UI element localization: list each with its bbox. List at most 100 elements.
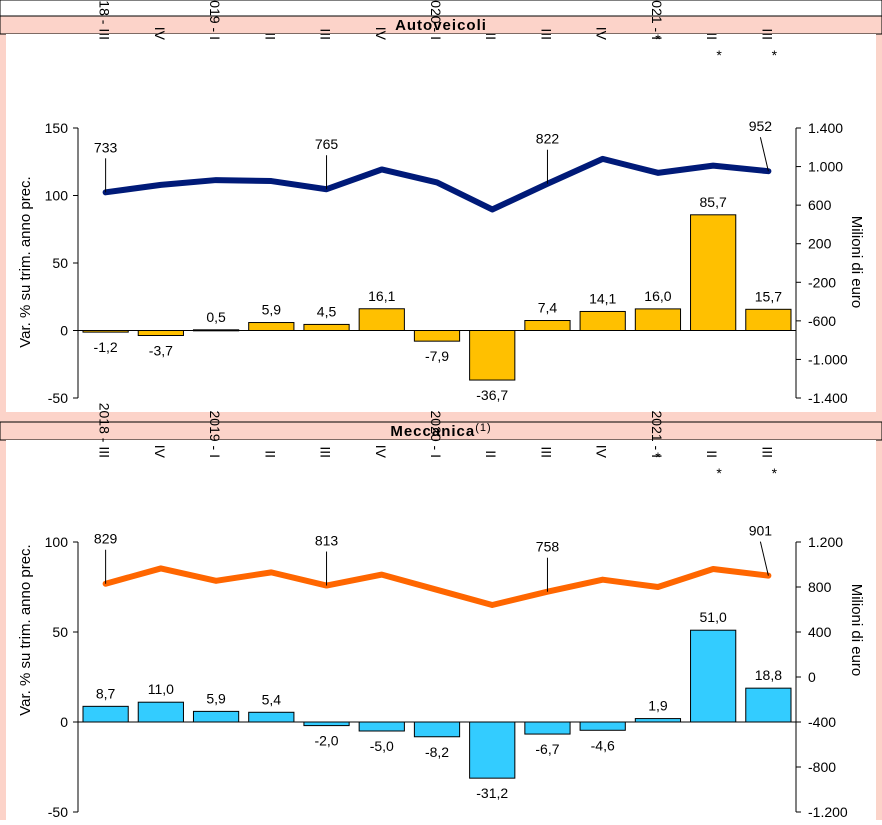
bar-value-label: 16,1 <box>368 288 395 304</box>
bar <box>745 687 792 723</box>
bar <box>248 711 295 723</box>
category-label: IV <box>594 27 610 41</box>
category-label: III <box>318 446 334 458</box>
category-label: 2018 - III <box>97 0 113 40</box>
category-label: III <box>538 446 554 458</box>
bar <box>690 629 737 723</box>
category-label: III <box>759 446 775 458</box>
bar-value-label: 7,4 <box>538 300 558 316</box>
bar <box>469 330 516 381</box>
y2-tick-label: -1.200 <box>808 804 848 820</box>
bar <box>192 329 240 332</box>
bars-group <box>78 214 796 381</box>
category-label: III <box>759 28 775 40</box>
bar-value-label: -1,2 <box>94 339 118 355</box>
line-value-label: 758 <box>536 539 560 555</box>
y-tick-label: 50 <box>52 255 68 271</box>
y2-tick-label: -1.000 <box>808 351 848 367</box>
category-label: 2020 - I <box>428 0 444 40</box>
y-tick-label: 100 <box>45 188 69 204</box>
bar <box>137 330 184 336</box>
y-tick-label: -50 <box>48 804 68 820</box>
bar-value-label: 5,4 <box>262 691 282 707</box>
category-label: 2018 - III <box>97 403 113 458</box>
y-tick-label: 0 <box>60 323 68 339</box>
bar-value-label: 4,5 <box>317 303 337 319</box>
bar-value-label: 18,8 <box>755 667 782 683</box>
y-ticks-right: -1.400 -1.000 -600 -200 200 600 1.000 1.400 <box>795 120 848 406</box>
y2-tick-label: 0 <box>808 669 816 685</box>
bar-value-labels: 8,7 11,0 5,9 5,4 -2,0 -5,0 -8,2 -31,2 -6,7 -4,6 1,… <box>96 609 782 801</box>
category-label: 2020 - I <box>428 411 444 458</box>
category-asterisk: * <box>772 465 778 481</box>
category-labels: 2018 - III IV 2019 - I II III IV 2020 - I II III… <box>97 403 778 481</box>
bar-value-label: -3,7 <box>149 342 173 358</box>
line-value-label: 901 <box>749 523 773 539</box>
bar <box>248 322 295 332</box>
bar <box>82 705 129 723</box>
bar <box>82 330 129 333</box>
bar <box>192 710 240 723</box>
bars-group <box>78 629 796 779</box>
line-group <box>102 565 772 608</box>
y-ticks-left: -50 0 50 100 <box>45 534 79 820</box>
bar <box>690 214 737 331</box>
category-label: II <box>704 450 720 458</box>
category-label: 2019 - I <box>207 0 223 40</box>
bar <box>303 721 350 727</box>
bar <box>303 323 350 331</box>
bar-value-label: 8,7 <box>96 685 116 701</box>
bar-value-label: 85,7 <box>700 194 727 210</box>
y-axis-title-right: Milioni di euro <box>848 216 865 309</box>
category-asterisk: * <box>655 31 661 47</box>
category-asterisk: * <box>772 47 778 63</box>
line-group <box>102 155 772 213</box>
plot-area <box>6 440 876 820</box>
line-value-labels: 733 765 822 952 <box>94 118 773 193</box>
category-label: IV <box>373 27 389 41</box>
y-axis-title-left: Var. % su trim. anno prec. <box>17 176 34 347</box>
category-asterisk: * <box>655 449 661 465</box>
bar-value-label: -7,9 <box>425 348 449 364</box>
category-label: III <box>538 28 554 40</box>
y2-tick-label: 200 <box>808 236 832 252</box>
bar-value-label: 1,9 <box>648 698 668 714</box>
y-ticks-left: -50 0 50 100 150 <box>45 120 79 406</box>
category-label: 2021 - I <box>649 411 665 458</box>
line-label-leader <box>759 541 769 576</box>
y2-tick-label: 800 <box>808 579 832 595</box>
y2-tick-label: 1.400 <box>808 120 843 136</box>
line-value-label: 952 <box>749 118 773 134</box>
category-label: II <box>262 32 278 40</box>
bar-value-label: 15,7 <box>755 288 782 304</box>
y-tick-label: -50 <box>48 390 68 406</box>
category-asterisk: * <box>716 47 722 63</box>
line-value-labels: 829 813 758 901 <box>94 523 772 592</box>
category-label: II <box>483 32 499 40</box>
category-label: II <box>262 450 278 458</box>
category-label: IV <box>373 445 389 459</box>
bar <box>413 330 461 342</box>
category-label: IV <box>152 27 168 41</box>
category-label: IV <box>594 445 610 459</box>
bar <box>524 721 571 735</box>
y2-tick-label: -400 <box>808 714 836 730</box>
category-label: 2019 - I <box>207 411 223 458</box>
bar <box>358 721 405 732</box>
bar-value-labels: -1,2 -3,7 0,5 5,9 4,5 16,1 -7,9 -36,7 7,4 14,1 16,… <box>94 194 783 403</box>
category-asterisk: * <box>716 465 722 481</box>
y-axis-title-right: Milioni di euro <box>848 584 865 677</box>
y-tick-label: 0 <box>60 714 68 730</box>
y-tick-label: 150 <box>45 120 69 136</box>
bar <box>579 721 626 731</box>
y-tick-label: 100 <box>45 534 69 550</box>
category-label: II <box>483 450 499 458</box>
bar-value-label: -36,7 <box>476 387 508 403</box>
bar-value-label: -8,2 <box>425 744 449 760</box>
bar <box>469 721 516 779</box>
line-series <box>102 155 772 213</box>
category-label: III <box>318 28 334 40</box>
bar <box>634 308 682 331</box>
